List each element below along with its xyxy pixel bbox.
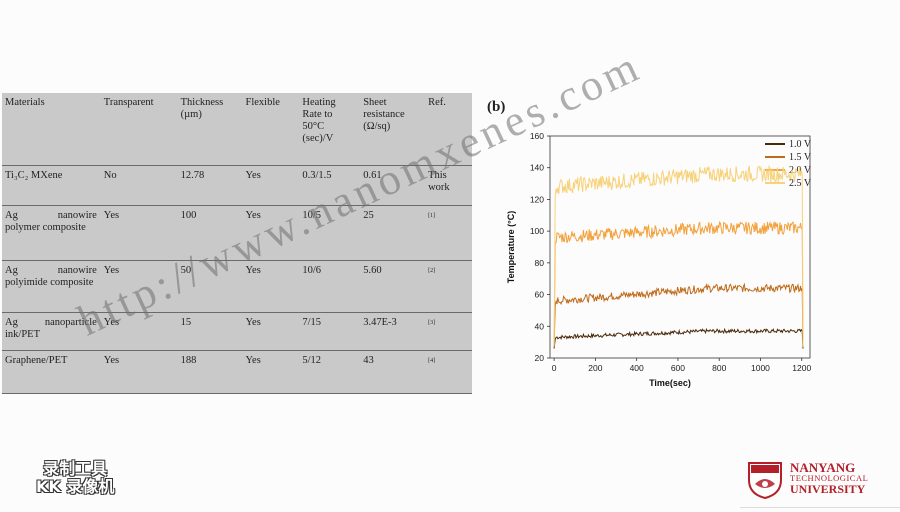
cell-ref: [4] — [428, 357, 436, 364]
y-tick-label: 140 — [530, 163, 544, 173]
cell-sheet-resistance: 43 — [363, 354, 374, 366]
cell-flexible: Yes — [245, 316, 261, 328]
crest-icon — [748, 462, 782, 500]
university-name-line1: NANYANG — [790, 460, 856, 475]
legend-label: 1.0 V — [789, 139, 812, 150]
recorder-logo-line2: KK 录像机 — [36, 477, 115, 496]
header-sheet-resistance: Sheet resistance (Ω/sq) — [363, 97, 405, 132]
series-line-1-5-V — [553, 282, 804, 347]
header-flexible: Flexible — [245, 97, 280, 108]
cell-sheet-resistance: 0.61 — [363, 169, 382, 181]
cell-sheet-resistance: 3.47E-3 — [363, 316, 397, 328]
university-name-line3: UNIVERSITY — [790, 482, 866, 496]
cell-material: Graphene/PET — [5, 354, 68, 366]
cell-flexible: Yes — [245, 354, 261, 366]
cell-transparent: Yes — [103, 354, 120, 366]
cell-ref: [1] — [428, 212, 436, 219]
header-heating-rate: Heating Rate to 50°C (sec)/V — [302, 97, 336, 144]
cell-material: Ag nanoparticle ink/PET — [5, 316, 97, 340]
cell-flexible: Yes — [245, 264, 261, 276]
cell-heating-rate: 5/12 — [302, 354, 322, 366]
legend-label: 2.5 V — [789, 178, 812, 189]
y-tick-label: 20 — [535, 353, 545, 363]
university-name-line2: TECHNOLOGICAL — [790, 473, 869, 483]
cell-flexible: Yes — [245, 209, 261, 221]
cell-heating-rate: 10/6 — [302, 264, 322, 276]
recorder-logo-line1: 录制工具 — [43, 459, 108, 478]
university-logo: NANYANG TECHNOLOGICAL UNIVERSITY — [745, 460, 893, 500]
cell-heating-rate: 0.3/1.5 — [302, 169, 332, 181]
header-transparent: Transparent — [103, 97, 154, 108]
cell-thickness: 50 — [180, 264, 192, 276]
x-tick-label: 400 — [630, 363, 644, 373]
x-tick-label: 1000 — [751, 363, 770, 373]
x-tick-label: 0 — [552, 363, 557, 373]
x-axis-label: Time(sec) — [649, 378, 691, 388]
cell-flexible: Yes — [245, 169, 261, 181]
cell-thickness: 12.78 — [180, 169, 205, 181]
cell-transparent: No — [103, 169, 117, 181]
table-row: Ti₃C₂ MXene No 12.78 Yes 0.3/1.5 0.61 Th… — [2, 165, 472, 205]
cell-thickness: 100 — [180, 209, 197, 221]
comparison-table: Materials Transparent Thickness (µm) Fle… — [2, 93, 472, 394]
table-row: Graphene/PET Yes 188 Yes 5/12 43 [4] — [2, 350, 472, 393]
table-row: Ag nanoparticle ink/PET Yes 15 Yes 7/15 … — [2, 312, 472, 350]
series-line-2-5-V — [553, 164, 804, 346]
legend-label: 1.5 V — [789, 152, 812, 163]
y-tick-label: 100 — [530, 226, 544, 236]
cell-material: Ti₃C₂ MXene — [5, 169, 63, 181]
table-header-row: Materials Transparent Thickness (µm) Fle… — [2, 93, 472, 165]
footer-divider — [740, 507, 900, 508]
panel-label: (b) — [487, 99, 506, 115]
series-line-2-0-V — [553, 220, 804, 347]
cell-material: Ag nanowire polyimide composite — [5, 264, 97, 288]
y-tick-label: 120 — [530, 194, 544, 204]
cell-material: Ag nanowire polymer composite — [5, 209, 97, 233]
y-tick-label: 60 — [535, 290, 545, 300]
temperature-time-chart: 20 40 60 80 100 120 140 160 0 200 400 600 800 1000 120… — [506, 131, 812, 388]
cell-sheet-resistance: 5.60 — [363, 264, 382, 276]
header-thickness: Thickness (µm) — [180, 97, 224, 120]
table-row: Ag nanowire polyimide composite Yes 50 Y… — [2, 260, 472, 312]
x-tick-label: 200 — [588, 363, 602, 373]
cell-ref: [3] — [428, 319, 436, 326]
header-ref: Ref. — [428, 97, 446, 108]
y-tick-label: 40 — [535, 321, 545, 331]
cell-heating-rate: 10/5 — [302, 209, 322, 221]
x-tick-label: 1200 — [792, 363, 811, 373]
cell-transparent: Yes — [103, 209, 120, 221]
cell-transparent: Yes — [103, 264, 120, 276]
plot-frame — [549, 135, 811, 359]
cell-thickness: 15 — [180, 316, 192, 328]
cell-ref: [2] — [428, 267, 436, 274]
x-tick-label: 600 — [671, 363, 685, 373]
recorder-logo: 录制工具 KK 录像机 — [36, 460, 114, 496]
cell-transparent: Yes — [103, 316, 120, 328]
cell-thickness: 188 — [180, 354, 197, 366]
y-axis-label: Temperature (°C) — [506, 211, 516, 283]
cell-sheet-resistance: 25 — [363, 209, 374, 221]
cell-heating-rate: 7/15 — [302, 316, 322, 328]
series-line-1-0-V — [553, 327, 804, 349]
y-tick-label: 160 — [530, 131, 544, 141]
table-row: Ag nanowire polymer composite Yes 100 Ye… — [2, 205, 472, 260]
y-tick-label: 80 — [535, 258, 545, 268]
cell-ref: This work — [428, 169, 450, 193]
header-materials: Materials — [5, 97, 45, 108]
x-tick-label: 800 — [712, 363, 726, 373]
